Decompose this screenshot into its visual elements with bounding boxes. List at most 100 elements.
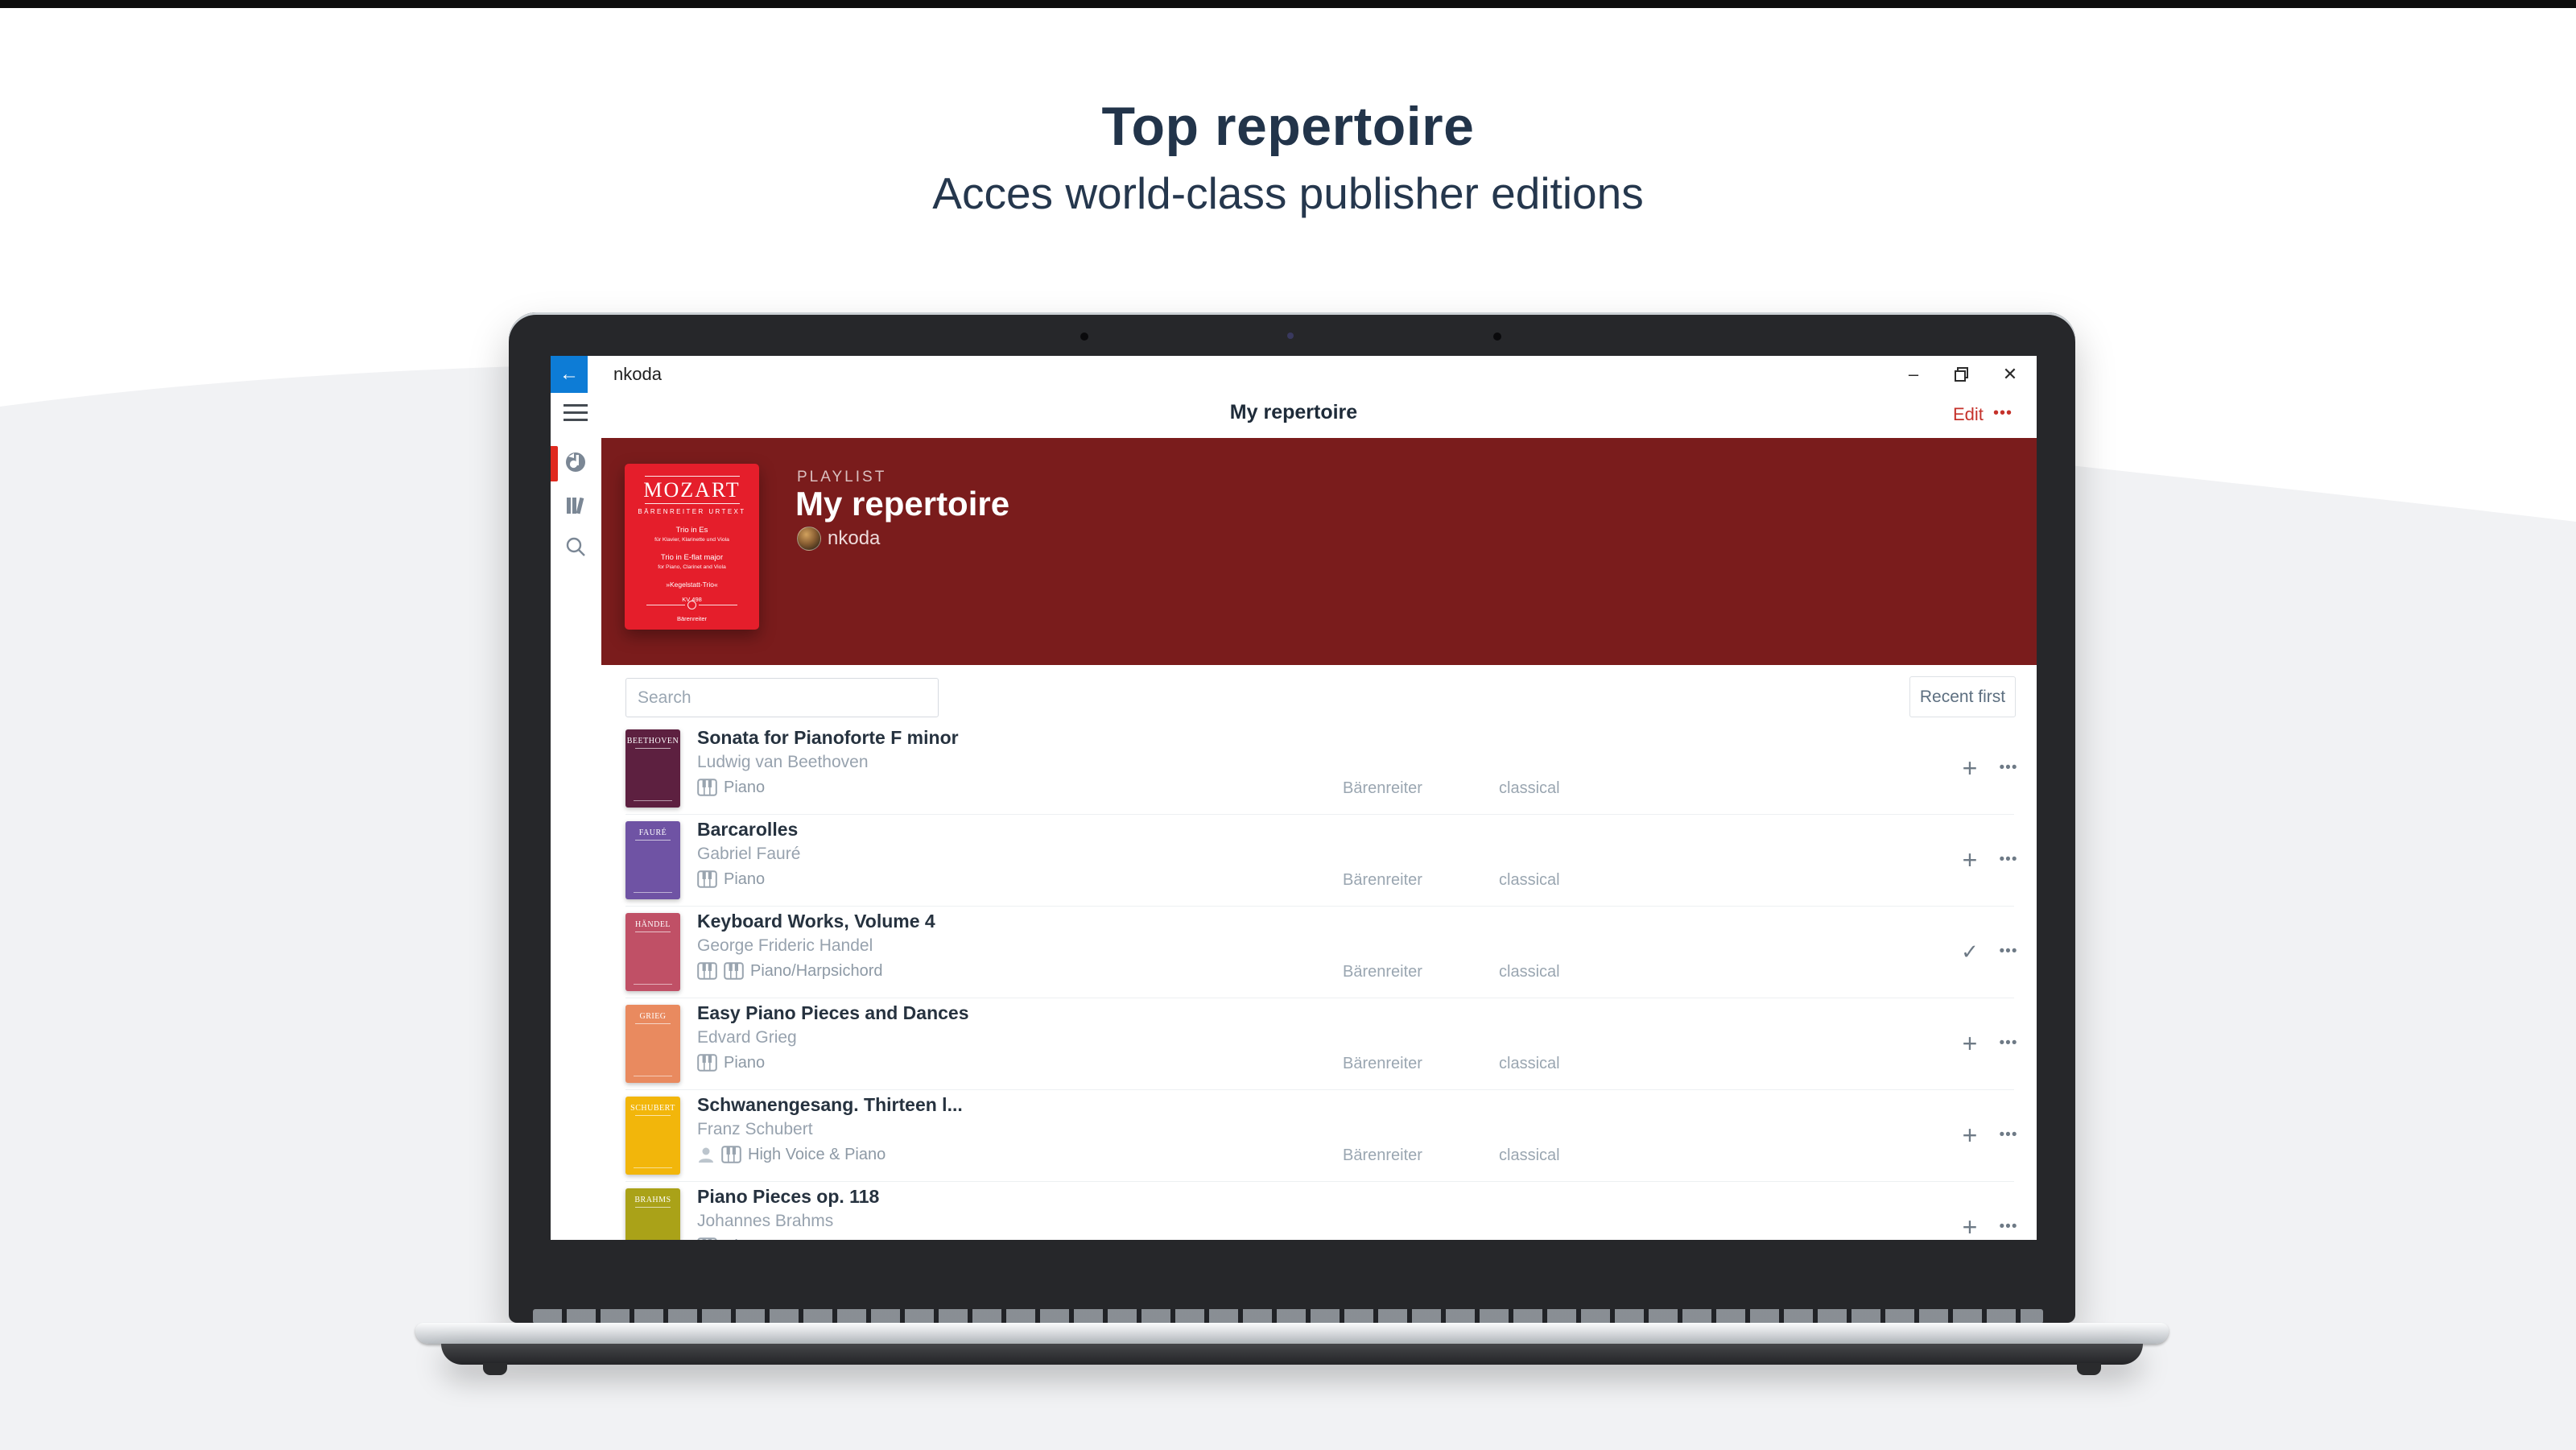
score-title: Schwanengesang. Thirteen l... — [697, 1094, 963, 1115]
list-item[interactable]: BRAHMS Piano Pieces op. 118 Johannes Bra… — [625, 1182, 2017, 1241]
webcam — [1287, 333, 1294, 339]
score-composer: Franz Schubert — [697, 1120, 813, 1138]
search-box — [625, 678, 960, 717]
genre-label: classical — [1499, 1055, 1560, 1072]
list-item[interactable]: GRIEG Easy Piano Pieces and Dances Edvar… — [625, 998, 2017, 1090]
window-back-button[interactable]: ← — [551, 356, 588, 393]
row-more-button[interactable]: ••• — [1999, 1218, 2018, 1235]
add-button[interactable]: + — [1962, 1028, 1978, 1058]
sidebar-item-home[interactable] — [561, 448, 590, 477]
publisher-label: Bärenreiter — [1343, 1146, 1422, 1164]
restore-icon — [1955, 367, 1968, 382]
search-input[interactable] — [626, 679, 960, 717]
app-window: ← nkoda – ✕ My repertoire Edit ••• — [551, 356, 2037, 1240]
list-item[interactable]: HÄNDEL Keyboard Works, Volume 4 George F… — [625, 907, 2017, 998]
score-cover: SCHUBERT — [625, 1097, 680, 1175]
score-title: Sonata for Pianoforte F minor — [697, 727, 959, 748]
add-button[interactable]: + — [1962, 753, 1978, 783]
publisher-emblem — [687, 601, 696, 610]
row-more-button[interactable]: ••• — [1999, 759, 2018, 776]
sidebar-item-library[interactable] — [561, 491, 590, 520]
piano-icon — [697, 962, 717, 980]
publisher-label: Bärenreiter — [1343, 1238, 1422, 1240]
cover-edition: BÄRENREITER URTEXT — [638, 508, 746, 515]
add-button[interactable]: + — [1962, 1212, 1978, 1241]
cover-label: BEETHOVEN — [626, 737, 679, 746]
toolbar-more-button[interactable]: ••• — [1993, 404, 2013, 422]
instrumentation-label: Piano — [724, 1237, 765, 1241]
top-black-strip — [0, 0, 2576, 8]
playlist-title: My repertoire — [795, 485, 1010, 523]
publisher-label: Bärenreiter — [1343, 1055, 1422, 1072]
row-more-button[interactable]: ••• — [1999, 943, 2018, 960]
cover-composer: MOZART — [643, 478, 741, 502]
row-more-button[interactable]: ••• — [1999, 1126, 2018, 1143]
minimize-button[interactable]: – — [1897, 356, 1930, 393]
cover-label: GRIEG — [639, 1012, 667, 1021]
repertoire-list: BEETHOVEN Sonata for Pianoforte F minor … — [625, 723, 2017, 1241]
cover-line: Trio in Es — [675, 526, 708, 535]
playlist-kicker: PLAYLIST — [797, 469, 887, 485]
added-check-button[interactable]: ✓ — [1961, 939, 1979, 964]
window-title: nkoda — [613, 364, 662, 384]
page-title: My repertoire — [1229, 401, 1358, 423]
microphone-dot — [1080, 333, 1088, 341]
edit-button[interactable]: Edit — [1953, 404, 1984, 424]
library-books-icon — [567, 497, 584, 514]
genre-label: classical — [1499, 1238, 1560, 1240]
score-cover: FAURÉ — [625, 821, 680, 899]
cover-line: for Piano, Clarinet and Viola — [658, 564, 726, 570]
laptop-foot — [2077, 1363, 2101, 1375]
sort-button[interactable]: Recent first — [1909, 676, 2016, 717]
genre-label: classical — [1499, 1146, 1560, 1164]
cover-line: »Kegelstatt-Trio« — [666, 580, 718, 589]
playlist-banner — [601, 438, 2037, 665]
close-button[interactable]: ✕ — [1993, 356, 2027, 393]
genre-label: classical — [1499, 779, 1560, 797]
piano-icon — [721, 1146, 741, 1163]
score-title: Piano Pieces op. 118 — [697, 1186, 880, 1207]
playlist-cover: MOZART BÄRENREITER URTEXT Trio in Es für… — [625, 464, 759, 630]
score-composer: George Frideric Handel — [697, 936, 873, 955]
score-cover: GRIEG — [625, 1005, 680, 1083]
genre-label: classical — [1499, 871, 1560, 889]
laptop-base — [415, 1323, 2169, 1344]
cover-label: BRAHMS — [634, 1196, 671, 1204]
hero-subtitle: Acces world-class publisher editions — [932, 168, 1644, 218]
add-button[interactable]: + — [1962, 845, 1978, 874]
menu-button[interactable] — [564, 404, 588, 422]
cover-label: HÄNDEL — [634, 920, 671, 929]
hero-title: Top repertoire — [1101, 96, 1475, 157]
close-icon: ✕ — [2002, 364, 2018, 384]
instrumentation-label: Piano — [724, 870, 766, 888]
voice-icon — [699, 1147, 713, 1163]
row-more-button[interactable]: ••• — [1999, 1035, 2018, 1051]
keyboard-sliver — [533, 1309, 2043, 1324]
hamburger-icon — [564, 404, 588, 407]
score-title: Easy Piano Pieces and Dances — [697, 1002, 969, 1023]
minimize-icon: – — [1908, 364, 1919, 384]
piano-icon — [697, 1237, 717, 1240]
genre-label: classical — [1499, 963, 1560, 981]
list-item[interactable]: SCHUBERT Schwanengesang. Thirteen l... F… — [625, 1090, 2017, 1182]
list-item[interactable]: BEETHOVEN Sonata for Pianoforte F minor … — [625, 723, 2017, 815]
score-title: Keyboard Works, Volume 4 — [697, 911, 935, 932]
publisher-label: Bärenreiter — [1343, 963, 1422, 981]
instrumentation-label: High Voice & Piano — [748, 1145, 886, 1163]
microphone-dot — [1493, 333, 1501, 341]
score-cover: HÄNDEL — [625, 913, 680, 991]
list-item[interactable]: FAURÉ Barcarolles Gabriel Fauré Piano Bä… — [625, 815, 2017, 907]
restore-button[interactable] — [1945, 356, 1979, 393]
laptop-underside — [441, 1344, 2143, 1365]
instrumentation-label: Piano/Harpsichord — [750, 961, 883, 980]
owner-avatar — [797, 527, 821, 551]
piano-icon — [697, 1054, 717, 1072]
sidebar-item-search[interactable] — [561, 533, 590, 562]
cover-line: KV 498 — [682, 596, 702, 603]
cover-line: Trio in E-flat major — [660, 553, 724, 562]
row-more-button[interactable]: ••• — [1999, 851, 2018, 868]
cover-publisher: Bärenreiter — [676, 615, 708, 622]
piano-icon — [724, 962, 744, 980]
add-button[interactable]: + — [1962, 1120, 1978, 1150]
